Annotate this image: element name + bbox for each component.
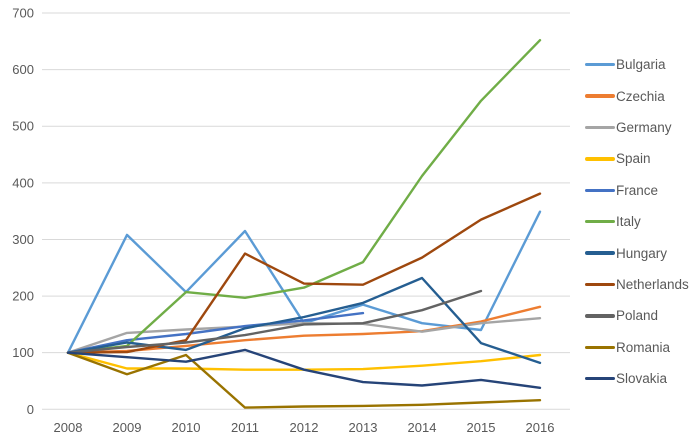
legend-item-france[interactable]: France xyxy=(585,175,697,206)
y-tick-label: 400 xyxy=(12,175,34,190)
y-tick-label: 600 xyxy=(12,62,34,77)
y-tick-label: 300 xyxy=(12,232,34,247)
series-line-france[interactable] xyxy=(66,311,365,354)
y-axis-labels: 0 100 200 300 400 500 600 700 xyxy=(12,6,34,417)
x-tick-label: 2016 xyxy=(526,420,555,435)
legend-item-netherlands[interactable]: Netherlands xyxy=(585,269,697,300)
y-gridlines xyxy=(42,12,570,410)
legend-label: France xyxy=(616,182,659,198)
legend-swatch-poland xyxy=(585,314,615,318)
y-tick-label: 200 xyxy=(12,289,34,304)
series-line-romania[interactable] xyxy=(66,351,542,409)
legend-item-hungary[interactable]: Hungary xyxy=(585,237,697,268)
series-line-poland[interactable] xyxy=(66,289,483,354)
legend-label: Spain xyxy=(616,151,651,167)
legend-item-czechia[interactable]: Czechia xyxy=(585,80,697,111)
legend-label: Poland xyxy=(616,308,659,324)
y-tick-label: 500 xyxy=(12,119,34,134)
legend-swatch-romania xyxy=(585,345,615,349)
chart-legend: Bulgaria Czechia Germany Spain France Italy Hu… xyxy=(585,49,697,394)
legend-item-spain[interactable]: Spain xyxy=(585,143,697,174)
series-line-italy[interactable] xyxy=(66,39,542,354)
x-axis-labels: 2008 2009 2010 2011 2012 2013 2014 2015 2016 xyxy=(54,420,555,435)
legend-swatch-germany xyxy=(585,125,615,130)
y-tick-label: 0 xyxy=(27,402,34,417)
legend-item-romania[interactable]: Romania xyxy=(585,332,697,363)
legend-label: Czechia xyxy=(616,88,665,104)
legend-swatch-spain xyxy=(585,157,615,161)
legend-item-bulgaria[interactable]: Bulgaria xyxy=(585,49,697,80)
x-tick-label: 2008 xyxy=(54,420,83,435)
legend-swatch-slovakia xyxy=(585,376,615,381)
y-tick-label: 700 xyxy=(12,6,34,21)
legend-label: Hungary xyxy=(616,245,668,261)
y-tick-label: 100 xyxy=(12,345,34,360)
legend-swatch-france xyxy=(585,188,615,192)
series-line-spain[interactable] xyxy=(66,351,542,371)
legend-label: Bulgaria xyxy=(616,57,666,73)
x-tick-label: 2009 xyxy=(113,420,142,435)
legend-label: Netherlands xyxy=(616,276,689,292)
series-line-netherlands[interactable] xyxy=(66,192,542,354)
legend-label: Romania xyxy=(616,339,671,355)
x-tick-label: 2013 xyxy=(349,420,378,435)
legend-item-germany[interactable]: Germany xyxy=(585,112,697,143)
x-tick-label: 2015 xyxy=(467,420,496,435)
legend-label: Italy xyxy=(616,214,641,230)
legend-swatch-czechia xyxy=(585,94,615,98)
x-tick-label: 2011 xyxy=(231,420,259,435)
legend-swatch-bulgaria xyxy=(585,63,615,67)
legend-label: Slovakia xyxy=(616,371,668,387)
series-line-slovakia[interactable] xyxy=(66,348,542,389)
legend-swatch-italy xyxy=(585,219,615,224)
legend-swatch-netherlands xyxy=(585,282,615,287)
legend-item-italy[interactable]: Italy xyxy=(585,206,697,237)
legend-item-slovakia[interactable]: Slovakia xyxy=(585,363,697,394)
legend-item-poland[interactable]: Poland xyxy=(585,300,697,331)
legend-swatch-hungary xyxy=(585,251,615,255)
x-tick-label: 2012 xyxy=(290,420,319,435)
x-tick-label: 2010 xyxy=(172,420,201,435)
x-tick-label: 2014 xyxy=(408,420,437,435)
legend-label: Germany xyxy=(616,119,672,135)
